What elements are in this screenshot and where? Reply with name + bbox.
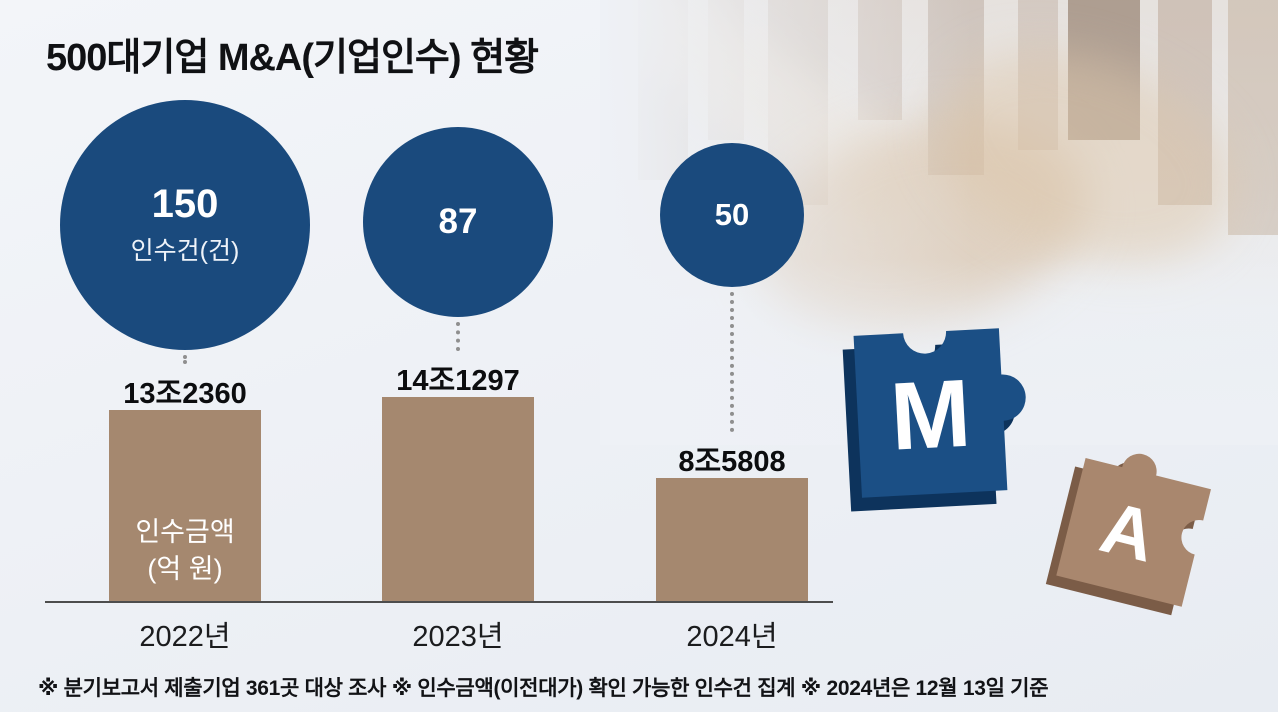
year-label: 2024년: [686, 621, 778, 653]
amount-bar: 인수금액 (억 원): [109, 410, 261, 603]
deal-count-unit-label: 인수건(건): [130, 237, 240, 265]
amount-bar: [382, 397, 534, 603]
amount-unit-label: 인수금액 (억 원): [109, 514, 261, 587]
puzzle-m-graphic: M: [842, 328, 1026, 512]
deal-count-bubble: 150 인수건(건): [60, 100, 310, 350]
footnote: ※ 분기보고서 제출기업 361곳 대상 조사 ※ 인수금액(이전대가) 확인 …: [38, 677, 1049, 700]
amount-value-label: 13조2360: [123, 378, 247, 410]
amount-value-label: 14조1297: [396, 365, 520, 397]
puzzle-a-piece: A: [1033, 419, 1245, 631]
deal-count-value: 87: [438, 201, 478, 241]
axis-baseline: [45, 601, 833, 603]
connector-dotted-line: [456, 322, 460, 351]
page-title: 500대기업 M&A(기업인수) 현황: [46, 37, 539, 79]
deal-count-bubble: 87: [363, 127, 553, 317]
connector-dotted-line: [183, 355, 187, 364]
deal-count-value: 150: [151, 182, 219, 226]
puzzle-m-face: [853, 328, 1026, 498]
amount-unit-line2: (억 원): [147, 553, 223, 584]
amount-unit-line1: 인수금액: [135, 517, 235, 548]
puzzle-a-face: [1056, 453, 1211, 607]
year-label: 2022년: [139, 621, 231, 653]
amount-bar: [656, 478, 808, 603]
puzzle-m-piece: M: [833, 303, 1059, 529]
puzzle-m-letter: M: [888, 360, 973, 471]
year-label: 2023년: [412, 621, 504, 653]
puzzle-a-graphic: A: [1045, 453, 1211, 616]
